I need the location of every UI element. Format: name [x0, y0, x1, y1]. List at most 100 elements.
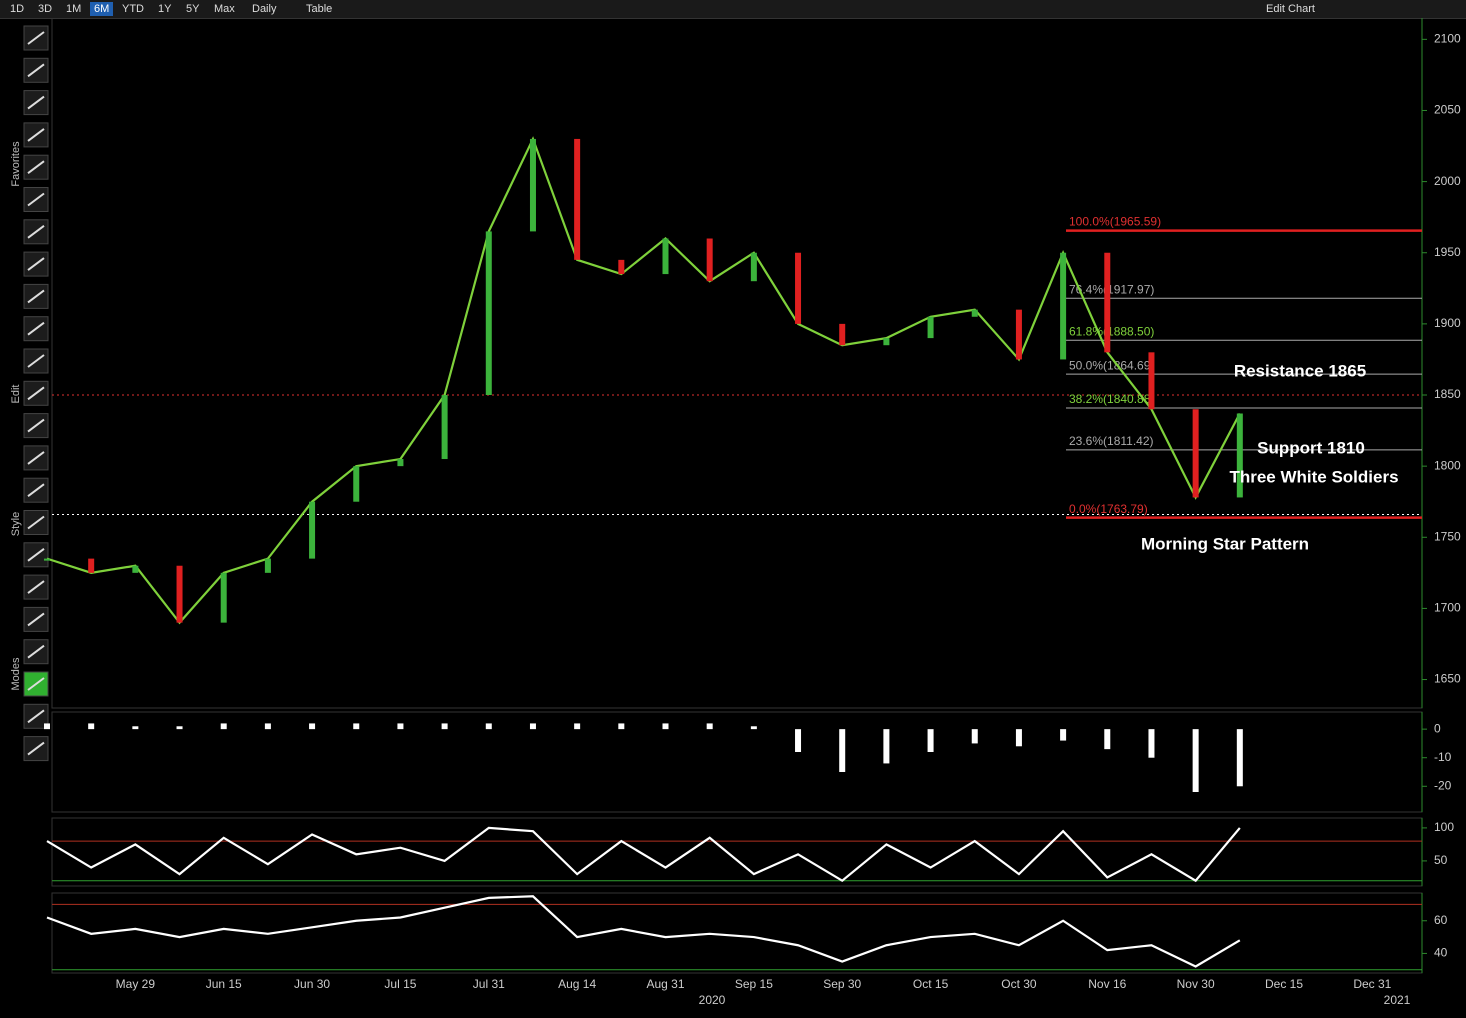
tool-glyph	[27, 483, 45, 498]
histogram-bar	[1015, 729, 1022, 747]
y-tick-label: 1950	[1434, 245, 1461, 259]
tool-glyph	[27, 418, 45, 433]
histogram-bar	[839, 729, 846, 772]
histogram-bar	[353, 723, 360, 730]
tool-glyph	[27, 741, 45, 756]
fib-label: 76.4%(1917.97)	[1069, 282, 1154, 296]
year-label: 2020	[699, 993, 726, 1007]
candle	[309, 501, 316, 559]
range-button[interactable]: 5Y	[186, 3, 200, 15]
histogram-bar	[176, 726, 183, 730]
candle	[1236, 413, 1243, 498]
histogram-bar	[88, 723, 95, 730]
y-tick-label: 1800	[1434, 458, 1461, 472]
fib-label: 0.0%(1763.79)	[1069, 502, 1148, 516]
histogram-bar	[1060, 729, 1067, 741]
edit-chart-button[interactable]: Edit Chart	[1266, 3, 1315, 15]
chart: 1650 1700 1750 1800 1850 1900 1950 2000 2050 2100…	[23, 18, 1461, 1007]
histogram-bar	[220, 723, 227, 730]
interval-button[interactable]: Daily	[252, 3, 277, 15]
range-button[interactable]: YTD	[122, 3, 144, 15]
tool-glyph	[27, 709, 45, 724]
annotation: Resistance 1865	[1234, 361, 1366, 380]
series-line	[46, 826, 1241, 883]
fib-label: 100.0%(1965.59)	[1069, 215, 1161, 229]
candle	[1015, 309, 1022, 360]
x-tick-label: Jul 31	[473, 977, 505, 991]
histogram-bar	[1148, 729, 1155, 758]
candle	[1148, 352, 1155, 410]
x-tick-label: Jun 15	[206, 977, 242, 991]
tool-glyph	[27, 225, 45, 239]
histogram-bar	[1104, 729, 1111, 750]
annotation: Three White Soldiers	[1229, 467, 1398, 486]
y-tick-label: 2100	[1434, 32, 1461, 46]
histogram-bar	[706, 723, 713, 730]
candle	[662, 238, 669, 275]
x-tick-label: Aug 31	[646, 977, 684, 991]
histogram-bar	[1192, 729, 1199, 792]
y-tick-label: 1850	[1434, 387, 1461, 401]
range-button[interactable]: 1Y	[158, 3, 172, 15]
x-tick-label: Aug 14	[558, 977, 596, 991]
x-tick-label: Sep 15	[735, 977, 773, 991]
candle	[1060, 252, 1067, 360]
candle	[839, 323, 846, 346]
range-button[interactable]: 3D	[38, 3, 53, 15]
x-tick-label: Dec 31	[1353, 977, 1391, 991]
year-label: 2021	[1384, 993, 1411, 1007]
candle	[1192, 409, 1199, 498]
annotation: Support 1810	[1257, 438, 1365, 457]
x-tick-label: Oct 30	[1001, 977, 1037, 991]
range-button[interactable]: 1D	[10, 3, 25, 15]
tool-glyph	[27, 547, 45, 562]
candle	[88, 558, 95, 573]
candle	[397, 459, 404, 467]
candle	[795, 252, 802, 324]
candle	[927, 316, 934, 339]
tool-glyph	[27, 451, 45, 465]
tool-glyph	[27, 128, 45, 142]
tool-glyph	[27, 644, 45, 659]
tool-glyph	[27, 677, 45, 691]
tool-glyph	[27, 63, 45, 78]
histogram-bar	[309, 723, 316, 730]
tool-glyph	[27, 192, 45, 207]
y-tick-label: 100	[1434, 820, 1454, 834]
candle	[883, 338, 890, 346]
histogram-bar	[750, 726, 757, 730]
y-tick-label: 1700	[1434, 601, 1461, 615]
candle	[132, 565, 139, 573]
histogram-bar	[795, 729, 802, 752]
histogram-bar	[574, 723, 581, 730]
range-button[interactable]: 6M	[90, 2, 114, 16]
histogram-bar	[618, 723, 625, 730]
y-tick-label: 1900	[1434, 316, 1461, 330]
tool-glyph	[27, 386, 45, 401]
range-button[interactable]: 1M	[66, 3, 82, 15]
annotation: Morning Star Pattern	[1141, 534, 1309, 553]
toolbar: 1D 3D 1M 6M YTD 1Y 5Y Max Daily Table Edit Chart	[0, 0, 1466, 19]
tool-glyph	[27, 160, 45, 174]
tool-glyph	[27, 289, 45, 304]
histogram-bar	[529, 723, 536, 730]
table-button[interactable]: Table	[306, 3, 333, 15]
histogram-bar	[132, 726, 139, 730]
histogram-bar	[441, 723, 448, 730]
tool-glyph	[27, 321, 45, 336]
y-tick-label: -10	[1434, 750, 1452, 764]
candle	[44, 558, 50, 561]
fib-label: 38.2%(1840.88)	[1069, 392, 1154, 406]
histogram-bar	[44, 723, 50, 730]
range-button[interactable]: Max	[214, 3, 235, 15]
histogram-bar	[927, 729, 934, 752]
candle	[574, 138, 581, 260]
histogram-bar	[1236, 729, 1243, 787]
histogram-bar	[662, 723, 669, 730]
fib-label: 61.8%(1888.50)	[1069, 324, 1154, 338]
fib-label: 23.6%(1811.42)	[1069, 434, 1154, 448]
candle	[441, 395, 448, 460]
tool-glyph	[27, 580, 45, 594]
tool-icons	[23, 25, 49, 762]
